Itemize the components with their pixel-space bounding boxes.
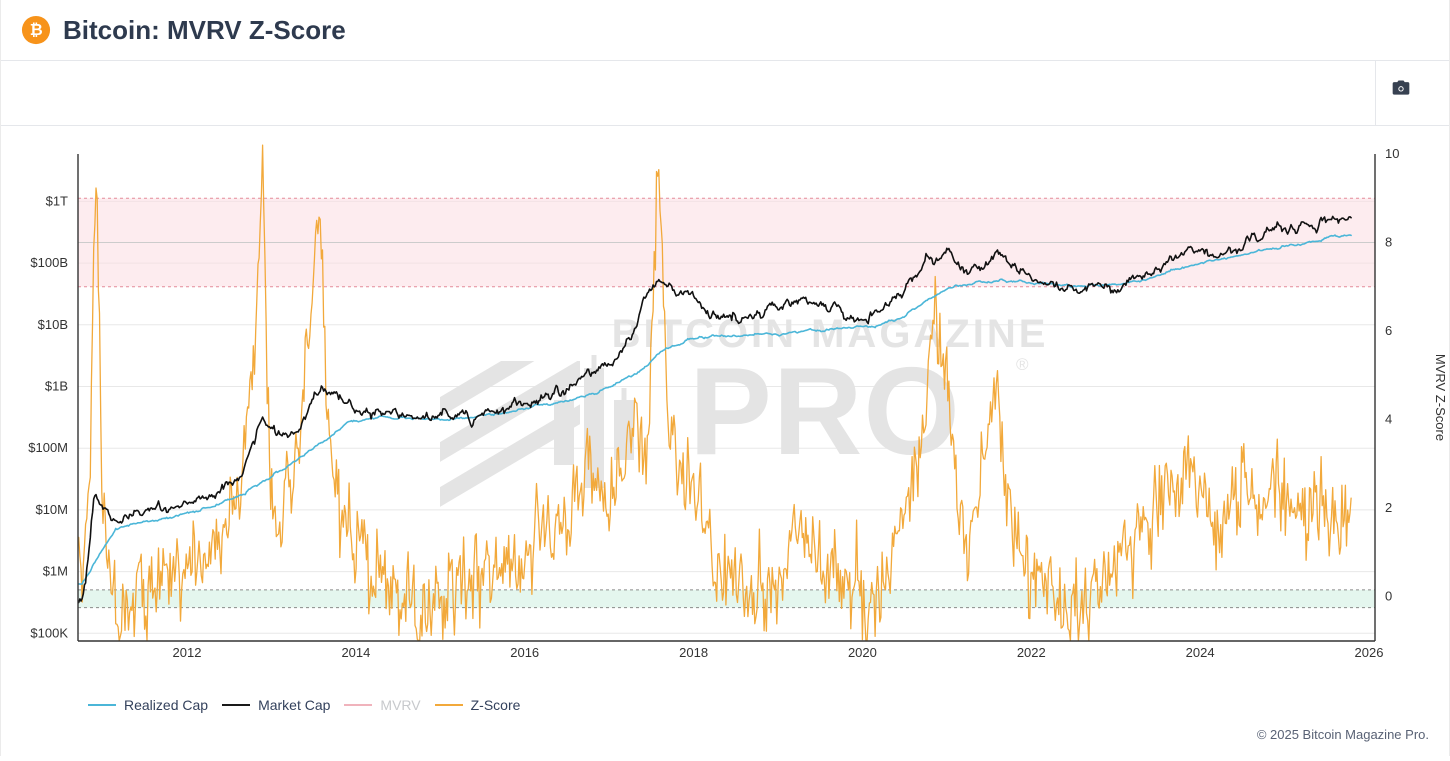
svg-text:2: 2	[1385, 500, 1392, 515]
svg-text:$10B: $10B	[38, 317, 68, 332]
svg-text:6: 6	[1385, 323, 1392, 338]
svg-text:®: ®	[1016, 355, 1029, 374]
svg-text:$100M: $100M	[28, 440, 68, 455]
svg-text:8: 8	[1385, 235, 1392, 250]
svg-text:$1M: $1M	[43, 564, 68, 579]
svg-text:$1B: $1B	[45, 379, 68, 394]
svg-text:0: 0	[1385, 589, 1392, 604]
svg-text:2024: 2024	[1186, 645, 1215, 660]
svg-text:$100K: $100K	[30, 625, 68, 640]
svg-text:2026: 2026	[1355, 645, 1384, 660]
svg-text:$10M: $10M	[35, 502, 68, 517]
svg-text:$100B: $100B	[30, 255, 68, 270]
svg-text:$1T: $1T	[46, 193, 68, 208]
svg-text:MVRV Z-Score: MVRV Z-Score	[1433, 354, 1448, 441]
svg-text:2018: 2018	[679, 645, 708, 660]
svg-text:2014: 2014	[341, 645, 370, 660]
svg-text:2012: 2012	[173, 645, 202, 660]
svg-text:10: 10	[1385, 146, 1399, 161]
svg-text:4: 4	[1385, 412, 1392, 427]
svg-text:PRO: PRO	[689, 343, 961, 481]
svg-text:2022: 2022	[1017, 645, 1046, 660]
svg-text:2016: 2016	[510, 645, 539, 660]
svg-text:2020: 2020	[848, 645, 877, 660]
